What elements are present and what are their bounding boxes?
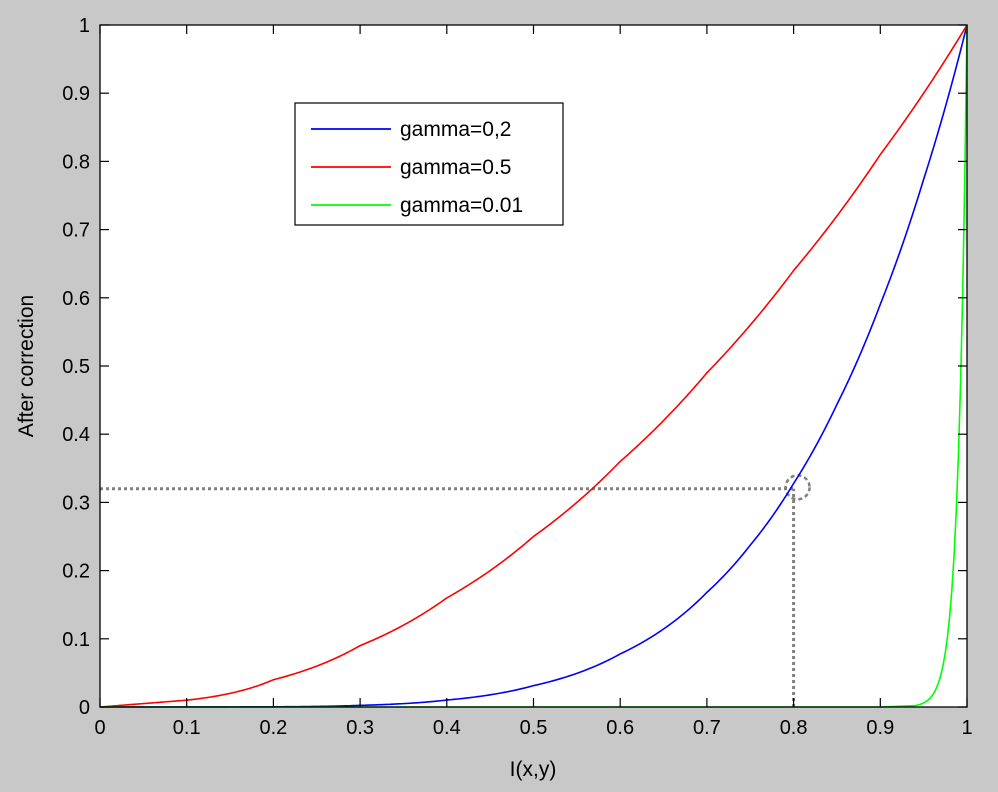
y-tick-label: 0.5 bbox=[62, 356, 90, 378]
y-tick-label: 0.1 bbox=[62, 629, 90, 651]
y-tick-label: 0.6 bbox=[62, 288, 90, 310]
x-tick-label: 0.2 bbox=[259, 717, 287, 739]
x-tick-label: 0 bbox=[94, 717, 105, 739]
legend-label-1: gamma=0,2 bbox=[400, 118, 511, 141]
x-tick-label: 0.5 bbox=[520, 717, 548, 739]
y-axis-label: After correction bbox=[15, 295, 38, 437]
y-tick-label: 0.8 bbox=[62, 151, 90, 173]
annotations bbox=[100, 474, 811, 707]
x-tick-label: 0.3 bbox=[346, 717, 374, 739]
x-tick-label: 0.4 bbox=[433, 717, 461, 739]
y-tick-label: 0.2 bbox=[62, 561, 90, 583]
legend-label-3: gamma=0.01 bbox=[400, 194, 523, 217]
series-line-2 bbox=[99, 24, 968, 708]
y-tick-label: 1 bbox=[79, 15, 90, 37]
y-tick-label: 0 bbox=[79, 697, 90, 719]
x-tick-label: 1 bbox=[961, 717, 972, 739]
y-tick-label: 0.3 bbox=[62, 492, 90, 514]
x-tick-label: 0.7 bbox=[693, 717, 721, 739]
legend: gamma=0,2 gamma=0.5 gamma=0.01 bbox=[294, 102, 564, 226]
x-tick-label: 0.1 bbox=[173, 717, 201, 739]
y-tick-label: 0.4 bbox=[62, 424, 90, 446]
x-tick-label: 0.8 bbox=[780, 717, 808, 739]
y-tick-label: 0.9 bbox=[62, 83, 90, 105]
x-axis-label: I(x,y) bbox=[510, 758, 557, 781]
legend-label-2: gamma=0.5 bbox=[400, 156, 511, 179]
y-tick-label: 0.7 bbox=[62, 220, 90, 242]
highlight-circle bbox=[784, 474, 811, 501]
x-tick-label: 0.6 bbox=[606, 717, 634, 739]
x-tick-label: 0.9 bbox=[866, 717, 894, 739]
y-axis: 0 0.1 0.2 0.3 0.4 0.5 0.6 0.7 0.8 0.9 1 bbox=[62, 15, 967, 719]
x-axis: 0 0.1 0.2 0.3 0.4 0.5 0.6 0.7 0.8 0.9 1 bbox=[94, 25, 973, 739]
